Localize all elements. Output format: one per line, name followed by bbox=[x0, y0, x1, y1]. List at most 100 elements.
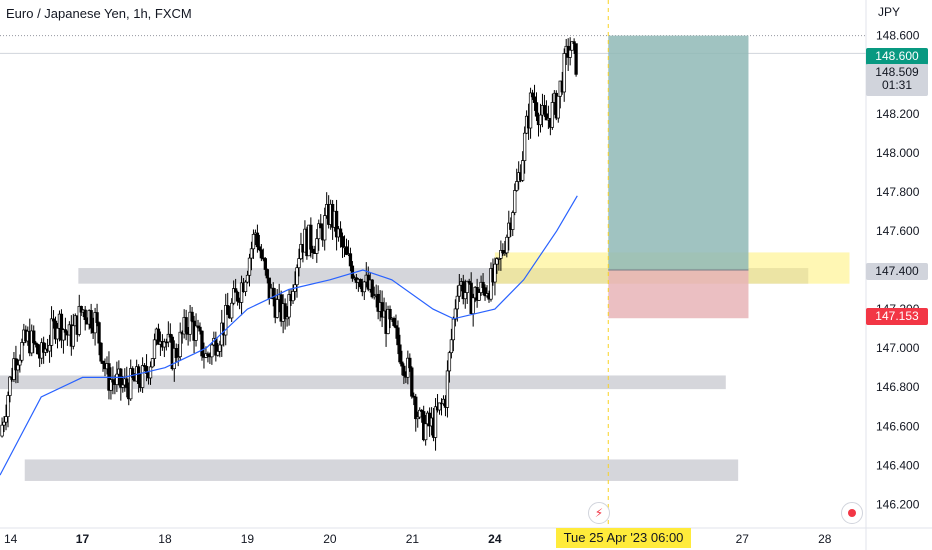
candle bbox=[398, 334, 402, 365]
candle-body bbox=[392, 318, 396, 326]
target-price-tag: 148.600 bbox=[866, 48, 928, 65]
candle bbox=[243, 280, 248, 297]
candle-body bbox=[20, 342, 24, 361]
candle-body bbox=[232, 288, 236, 304]
candle bbox=[59, 309, 64, 349]
candle-body bbox=[465, 280, 469, 293]
candle bbox=[125, 366, 129, 398]
candle bbox=[572, 38, 576, 54]
candle-body bbox=[463, 292, 467, 300]
candle-body bbox=[95, 312, 99, 323]
candlestick-series bbox=[0, 37, 578, 451]
candle bbox=[239, 275, 244, 316]
candle-body bbox=[522, 132, 527, 161]
candle-body bbox=[501, 250, 505, 254]
candle bbox=[4, 404, 8, 431]
candle bbox=[111, 366, 115, 395]
long-position-tool[interactable] bbox=[607, 0, 749, 548]
candle bbox=[176, 344, 180, 367]
candle-body bbox=[477, 292, 481, 301]
candle-body bbox=[437, 402, 442, 411]
candle bbox=[95, 303, 99, 327]
candle-body bbox=[338, 228, 343, 237]
candle-body bbox=[190, 311, 194, 322]
y-tick-label: 148.000 bbox=[876, 146, 920, 160]
candle bbox=[499, 240, 503, 271]
x-tick-label: 18 bbox=[158, 532, 172, 546]
candle-body bbox=[152, 339, 157, 359]
candle bbox=[233, 278, 238, 293]
candle bbox=[538, 103, 543, 133]
ma-line bbox=[0, 195, 578, 476]
candle-body bbox=[4, 416, 8, 423]
candle-body bbox=[530, 92, 535, 98]
candle-body bbox=[111, 379, 115, 383]
candle-body bbox=[451, 318, 456, 341]
candle-body bbox=[8, 376, 12, 396]
zone-2 bbox=[0, 375, 726, 390]
candle bbox=[178, 322, 182, 361]
candle-body bbox=[235, 291, 240, 302]
candle bbox=[285, 306, 289, 327]
candle-body bbox=[168, 333, 172, 338]
candle-body bbox=[206, 353, 210, 357]
candle-body bbox=[532, 96, 537, 103]
candle bbox=[194, 313, 198, 347]
candle-body bbox=[245, 274, 250, 283]
candle-body bbox=[121, 384, 125, 388]
candle bbox=[424, 415, 428, 446]
candle bbox=[77, 294, 81, 337]
record-icon[interactable] bbox=[841, 502, 863, 524]
candle bbox=[471, 293, 475, 327]
candle bbox=[14, 345, 18, 384]
candle bbox=[49, 306, 54, 358]
candle-body bbox=[172, 348, 176, 370]
candle bbox=[79, 305, 83, 317]
candle-body bbox=[119, 368, 123, 388]
candle-body bbox=[386, 308, 390, 334]
candle-body bbox=[358, 279, 362, 288]
candle-body bbox=[511, 212, 515, 230]
candle bbox=[386, 305, 390, 335]
candle bbox=[291, 284, 295, 304]
lightning-icon[interactable]: ⚡ bbox=[588, 502, 610, 524]
candle bbox=[522, 126, 527, 174]
candle bbox=[8, 376, 12, 403]
candle-body bbox=[271, 287, 275, 300]
candle-body bbox=[230, 302, 234, 319]
candle-body bbox=[156, 328, 161, 345]
candle-body bbox=[362, 281, 366, 293]
candle-body bbox=[398, 344, 402, 363]
candle bbox=[259, 244, 264, 262]
candle-body bbox=[457, 284, 461, 297]
candle-body bbox=[447, 352, 452, 372]
candle-body bbox=[455, 295, 459, 310]
y-tick-label: 146.600 bbox=[876, 419, 920, 433]
x-tick-label: 14 bbox=[4, 532, 18, 546]
profit-zone bbox=[608, 35, 749, 270]
candle bbox=[32, 325, 36, 354]
candle-body bbox=[471, 297, 475, 314]
candle-body bbox=[34, 342, 38, 345]
candle-body bbox=[315, 238, 319, 254]
candle-body bbox=[249, 248, 254, 259]
y-tick-label: 147.800 bbox=[876, 185, 920, 199]
candle bbox=[344, 238, 349, 256]
candle bbox=[340, 232, 345, 258]
candle bbox=[453, 299, 458, 327]
candle bbox=[184, 309, 188, 341]
candle-body bbox=[497, 258, 501, 260]
candle-body bbox=[348, 253, 353, 267]
candle bbox=[477, 288, 481, 301]
candle bbox=[570, 41, 574, 51]
candle-body bbox=[505, 236, 509, 254]
candle-body bbox=[247, 257, 252, 276]
candle bbox=[41, 336, 46, 364]
candle-body bbox=[295, 267, 299, 286]
candle bbox=[168, 323, 172, 343]
candle-body bbox=[503, 252, 507, 255]
candle bbox=[400, 350, 404, 376]
candle bbox=[216, 342, 220, 357]
